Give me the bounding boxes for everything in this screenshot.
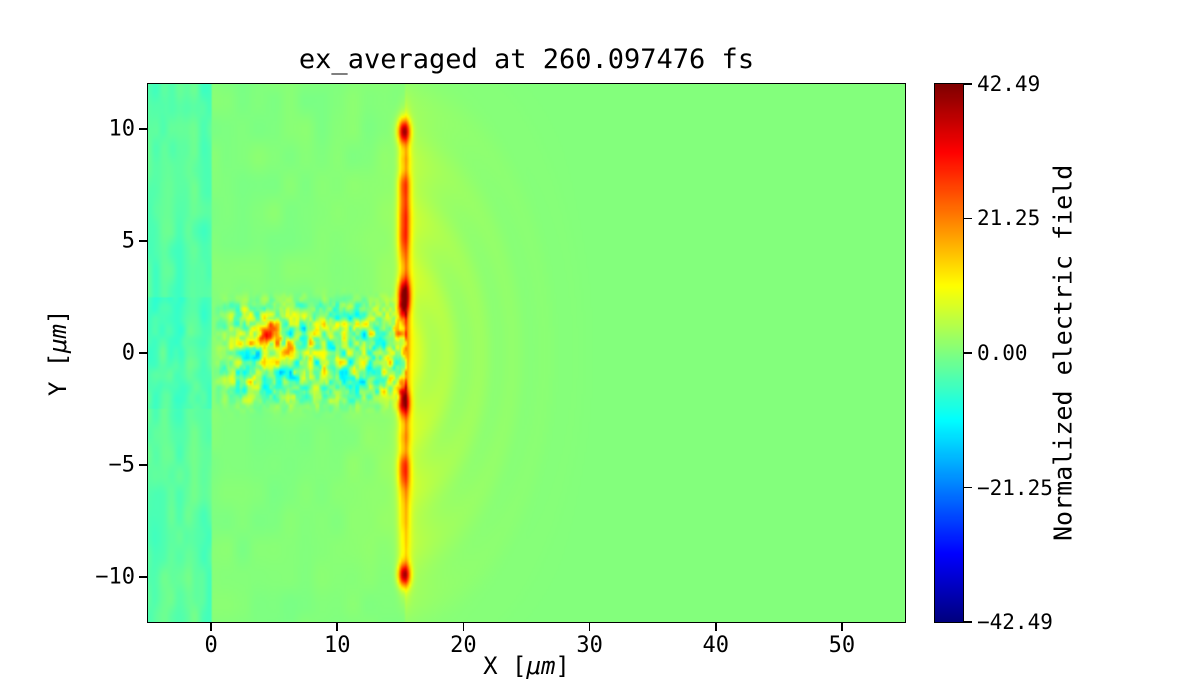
colorbar-tick-label: 42.49 — [977, 72, 1041, 96]
colorbar-tick-mark — [964, 217, 972, 220]
plot-title: ex_averaged at 260.097476 fs — [298, 44, 755, 75]
x-tick-label: 30 — [576, 633, 603, 658]
x-axis-label-prefix: X [ — [483, 652, 527, 680]
colorbar-tick-label: −42.49 — [977, 610, 1053, 634]
x-tick-label: 0 — [204, 633, 218, 658]
x-axis-label-suffix: ] — [555, 652, 570, 680]
y-tick-mark — [139, 464, 147, 466]
x-tick-label: 20 — [450, 633, 477, 658]
y-axis-label-unit: μm — [44, 324, 72, 353]
y-tick-mark — [139, 128, 147, 130]
colorbar-canvas — [935, 84, 963, 622]
y-tick-label: 5 — [121, 228, 135, 254]
x-tick-mark — [588, 623, 591, 631]
colorbar-label: Normalized electric field — [1048, 164, 1078, 542]
x-tick-mark — [210, 623, 212, 631]
y-tick-label: 0 — [121, 340, 135, 366]
x-tick-mark — [714, 623, 717, 631]
x-tick-mark — [462, 623, 465, 631]
y-axis-label-prefix: Y [ — [44, 353, 72, 397]
x-tick-label: 10 — [324, 633, 351, 658]
colorbar-tick-label: 21.25 — [977, 206, 1041, 231]
y-axis-label-suffix: ] — [44, 309, 72, 325]
y-tick-label: −5 — [108, 452, 136, 478]
colorbar-tick-label: −21.25 — [977, 475, 1053, 500]
x-tick-label: 50 — [828, 633, 856, 658]
heatmap-canvas — [148, 84, 905, 622]
x-tick-mark — [841, 623, 843, 631]
colorbar-tick-mark — [964, 486, 972, 489]
y-tick-mark — [139, 240, 147, 242]
x-axis-label-unit: μm — [526, 652, 556, 680]
x-tick-mark — [336, 623, 339, 631]
y-tick-mark — [139, 352, 147, 354]
x-tick-label: 40 — [702, 633, 730, 658]
colorbar-tick-label: 0.00 — [977, 341, 1028, 365]
y-tick-label: 10 — [108, 116, 136, 142]
y-tick-label: −10 — [95, 564, 135, 590]
colorbar-tick-mark — [964, 352, 972, 354]
colorbar-tick-mark — [964, 621, 972, 623]
y-tick-mark — [139, 576, 147, 578]
x-axis-label: X [μm] — [148, 652, 905, 680]
y-axis-label: Y [μm] — [42, 84, 74, 622]
colorbar-tick-mark — [964, 83, 972, 85]
